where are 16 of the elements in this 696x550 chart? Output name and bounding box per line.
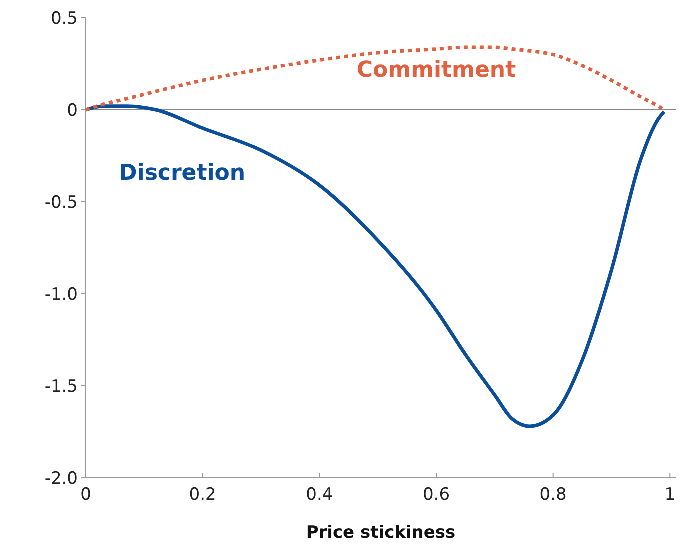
x-tick-label: 1	[664, 485, 676, 505]
y-tick-label: -2.0	[44, 468, 78, 489]
x-axis-title: Price stickiness	[306, 523, 456, 543]
y-tick-label: 0.5	[50, 8, 78, 29]
x-tick-label: 0	[80, 485, 92, 505]
x-tick-label: 0.8	[540, 485, 567, 505]
series-label: Discretion	[119, 160, 246, 186]
y-tick-label: -0.5	[44, 192, 78, 213]
y-tick-label: 0	[67, 100, 78, 121]
line-series	[84, 46, 666, 112]
y-tick-label: -1.5	[44, 376, 78, 397]
x-tick-label: 0.6	[422, 485, 450, 505]
series-label: Commitment	[356, 58, 517, 83]
x-tick-label: 0.4	[306, 485, 334, 505]
y-tick-label: -1.0	[44, 284, 78, 305]
x-tick-label: 0.2	[189, 485, 216, 505]
